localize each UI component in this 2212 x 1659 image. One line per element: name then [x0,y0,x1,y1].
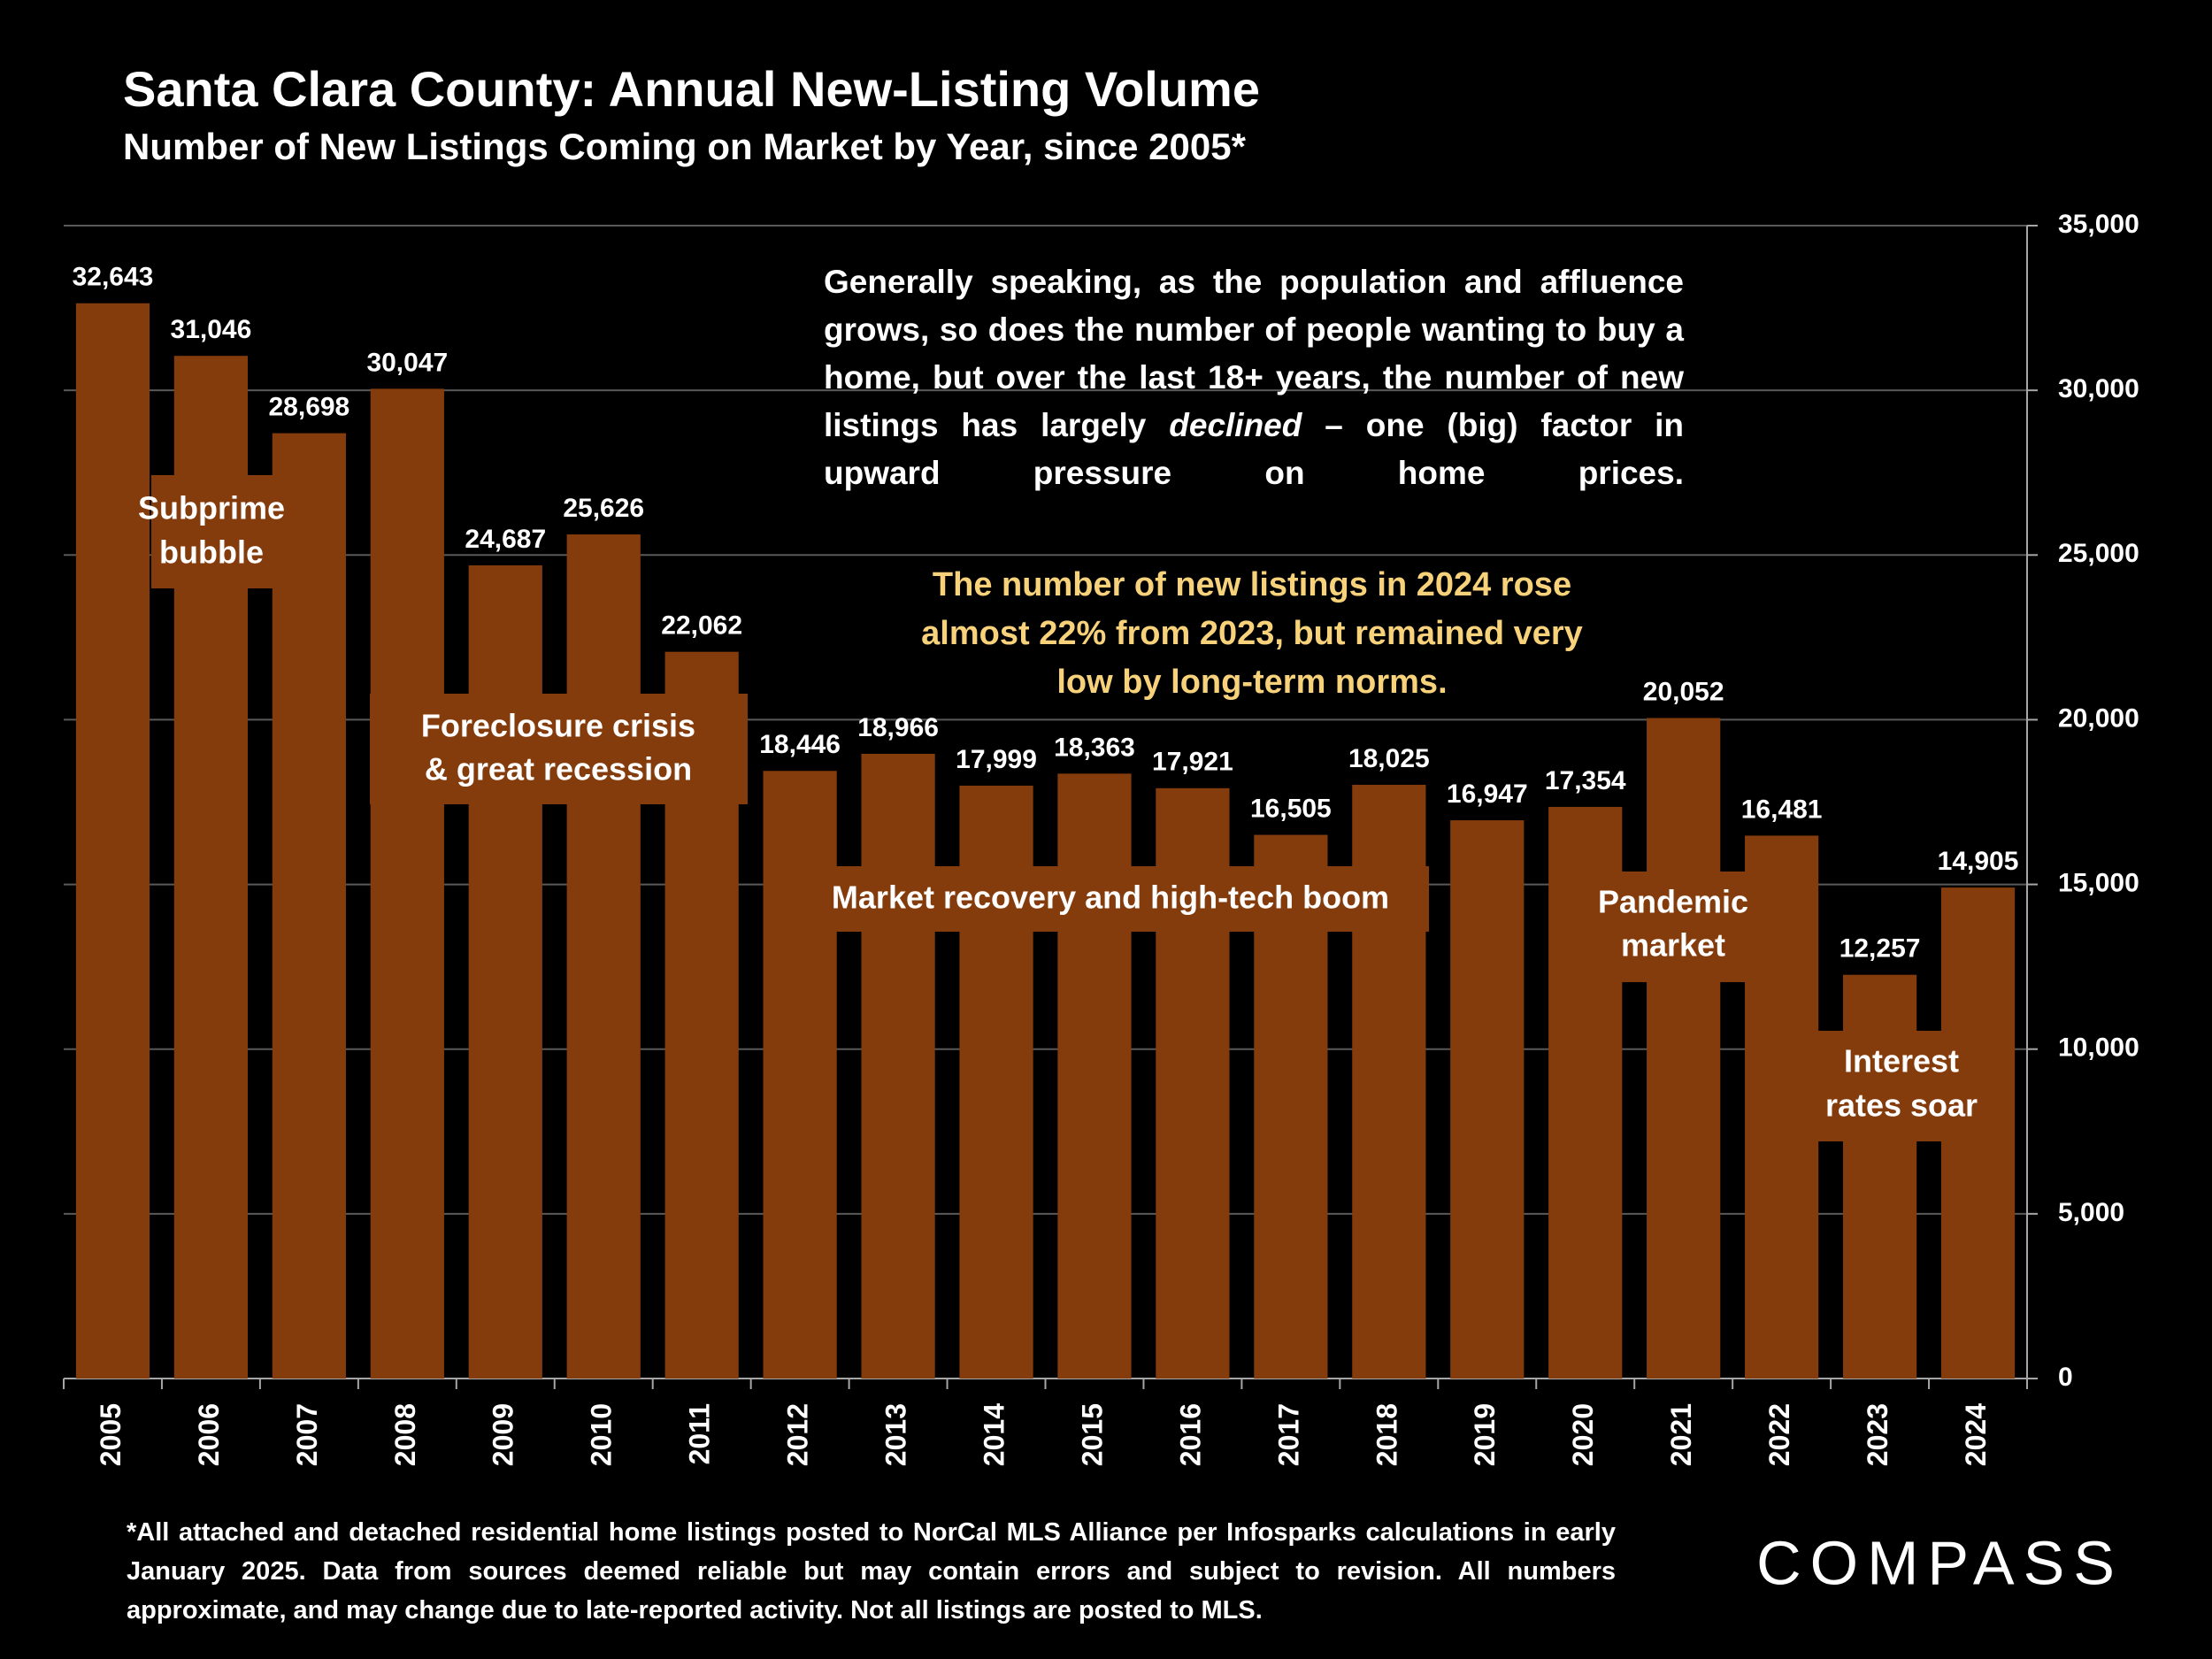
note-emphasis: declined [1169,407,1302,443]
y-tick-label: 10,000 [2058,1033,2139,1063]
value-label: 17,354 [1545,766,1626,795]
x-tick-label: 2021 [1665,1403,1697,1466]
bar [272,433,346,1379]
annotation: Foreclosure crisis [421,708,695,744]
bar [763,771,837,1379]
value-label: 16,947 [1447,780,1528,809]
footnote: *All attached and detached residential h… [127,1518,1616,1624]
logo: COMPASS [1756,1528,2124,1597]
y-tick-label: 30,000 [2058,374,2139,403]
x-tick-label: 2020 [1567,1403,1599,1466]
value-label: 25,626 [563,494,644,523]
x-tick-label: 2016 [1174,1403,1206,1466]
value-label: 18,966 [857,713,939,742]
value-label: 17,921 [1152,748,1233,777]
x-tick-label: 2018 [1371,1403,1402,1466]
y-tick-label: 15,000 [2058,868,2139,897]
bar [1450,820,1525,1379]
annotation-box [1816,1031,1989,1141]
x-tick-label: 2022 [1763,1403,1795,1466]
annotation: & great recession [425,751,692,787]
x-tick-label: 2009 [488,1403,519,1466]
x-tick-label: 2013 [880,1403,912,1466]
highlight-line: almost 22% from 2023, but remained very [921,615,1583,652]
annotation-box [1586,872,1761,982]
y-tick-label: 35,000 [2058,210,2139,239]
value-label: 22,062 [661,611,742,641]
note-text: Generally speaking, as the population an… [824,264,1684,443]
x-tick-label: 2017 [1272,1403,1304,1466]
value-label: 18,363 [1054,733,1135,762]
value-label: 24,687 [465,525,546,554]
y-tick-label: 25,000 [2058,539,2139,568]
value-label: 16,505 [1250,794,1332,823]
value-label: 18,025 [1348,744,1430,773]
x-tick-label: 2008 [389,1403,421,1466]
highlight-line: low by long-term norms. [1056,664,1448,701]
chart-title: Santa Clara County: Annual New-Listing V… [123,61,1260,117]
bar [1057,773,1132,1379]
value-label: 31,046 [171,315,252,344]
annotation: Pandemic [1598,884,1748,920]
x-tick-label: 2019 [1469,1403,1501,1466]
annotation: market [1621,927,1725,964]
y-tick-label: 20,000 [2058,703,2139,733]
bar [1647,718,1721,1379]
annotation: Interest [1844,1043,1959,1079]
bar [566,534,641,1379]
value-label: 14,905 [1938,847,2019,876]
bar [468,565,542,1379]
x-tick-label: 2012 [782,1403,814,1466]
x-tick-label: 2014 [978,1403,1010,1466]
annotation-box [370,694,748,804]
x-tick-label: 2006 [193,1403,225,1466]
value-label: 17,999 [956,745,1037,774]
x-tick-label: 2011 [684,1403,716,1464]
annotation-box [151,475,275,588]
x-tick-label: 2007 [291,1403,323,1466]
value-label: 16,481 [1741,795,1823,824]
x-tick-label: 2023 [1862,1403,1893,1466]
value-label: 32,643 [73,263,154,292]
value-label: 12,257 [1839,934,1921,964]
y-tick-label: 5,000 [2058,1198,2124,1227]
annotation: Subprime [138,490,285,526]
annotation: bubble [159,534,264,571]
x-tick-label: 2024 [1960,1403,1992,1466]
highlight: The number of new listings in 2024 rose a… [849,561,1655,707]
value-label: 28,698 [268,393,349,422]
chart-subtitle: Number of New Listings Coming on Market … [123,126,1246,167]
annotation: rates soar [1825,1087,1978,1124]
bar [75,303,150,1379]
annotation-box [802,866,1429,932]
highlight-line: The number of new listings in 2024 rose [932,566,1572,603]
bar [861,753,935,1379]
value-label: 20,052 [1643,677,1724,706]
note-text: – one (big) factor in upward pressure on… [824,407,1685,491]
note: Generally speaking, as the population an… [824,258,1684,497]
bar [370,388,444,1379]
value-label: 30,047 [366,348,448,377]
y-tick-label: 0 [2058,1363,2073,1392]
annotation: Market recovery and high-tech boom [832,879,1389,916]
x-tick-label: 2015 [1076,1403,1108,1466]
x-tick-label: 2010 [586,1403,618,1466]
x-tick-label: 2005 [95,1403,127,1466]
value-label: 18,446 [759,730,841,759]
